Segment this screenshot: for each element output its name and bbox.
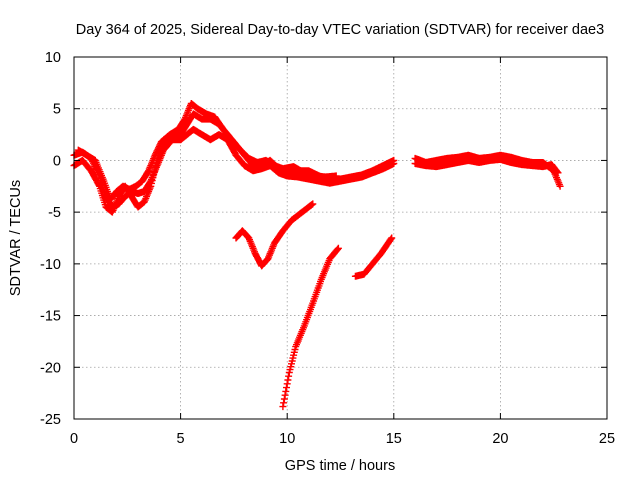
- x-tick-label: 15: [386, 431, 402, 447]
- plot-frame: [73, 56, 608, 420]
- x-tick-label: 20: [492, 431, 508, 447]
- y-tick-label: 0: [53, 153, 61, 169]
- x-tick-label: 0: [70, 431, 78, 447]
- data-points: [70, 100, 564, 411]
- data-markers: [232, 200, 317, 270]
- data-markers: [351, 234, 396, 280]
- series-arc-1c: [74, 100, 340, 204]
- x-tick-labels: 0 5 10 15 20 25: [70, 431, 615, 447]
- data-markers: [74, 100, 340, 204]
- axis-ticks: [73, 56, 608, 420]
- y-tick-labels: 10 5 0 -5 -10 -15 -20 -25: [40, 50, 61, 428]
- series-arc-5b: [411, 155, 562, 177]
- y-tick-label: -25: [40, 412, 61, 428]
- y-tick-label: -20: [40, 360, 61, 376]
- data-markers: [411, 155, 562, 177]
- series-arc-3: [279, 244, 342, 411]
- x-tick-label: 25: [599, 431, 615, 447]
- series-arc-4: [351, 234, 396, 280]
- y-tick-label: 5: [53, 102, 61, 118]
- y-axis-label: SDTVAR / TECUs: [8, 180, 24, 296]
- gridlines: [74, 57, 607, 419]
- chart-title: Day 364 of 2025, Sidereal Day-to-day VTE…: [76, 22, 604, 38]
- y-tick-label: -15: [40, 309, 61, 325]
- x-tick-label: 10: [279, 431, 295, 447]
- x-tick-label: 5: [177, 431, 185, 447]
- x-axis-label: GPS time / hours: [285, 458, 395, 474]
- series-arc-2: [232, 200, 317, 270]
- data-markers: [279, 244, 342, 411]
- y-tick-label: 10: [45, 50, 61, 66]
- y-tick-label: -10: [40, 257, 61, 273]
- y-tick-label: -5: [48, 205, 61, 221]
